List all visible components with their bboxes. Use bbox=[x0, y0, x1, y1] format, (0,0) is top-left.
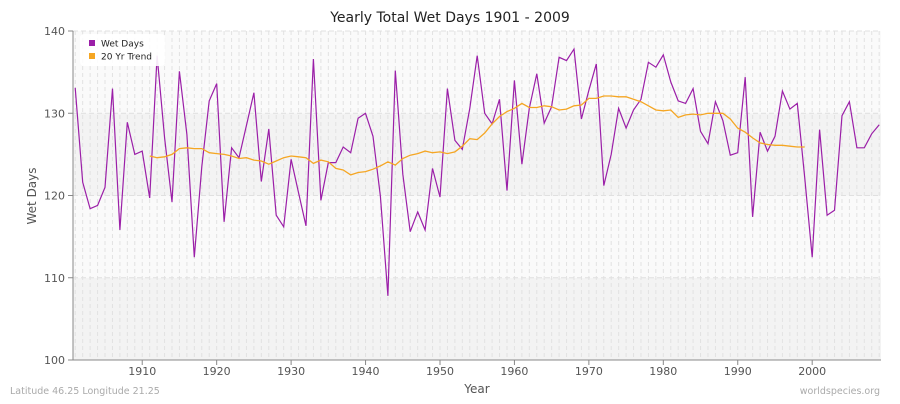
x-tick-label: 1940 bbox=[352, 365, 380, 378]
y-tick-label: 110 bbox=[44, 272, 65, 285]
x-tick-label: 1910 bbox=[128, 365, 156, 378]
legend-label-wet-days: Wet Days bbox=[101, 40, 144, 50]
legend: Wet Days 20 Yr Trend bbox=[80, 34, 165, 66]
legend-box bbox=[80, 34, 165, 66]
legend-swatch-trend bbox=[89, 53, 95, 59]
x-tick-label: 1950 bbox=[426, 365, 454, 378]
wet-days-line bbox=[74, 47, 880, 296]
y-tick-label: 100 bbox=[44, 354, 65, 367]
background-band bbox=[73, 31, 881, 114]
x-tick-label: 1960 bbox=[500, 365, 528, 378]
trend-line bbox=[149, 95, 805, 176]
y-axis-label: Wet Days bbox=[25, 167, 39, 224]
x-tick-label: 1990 bbox=[724, 365, 752, 378]
chart-title: Yearly Total Wet Days 1901 - 2009 bbox=[329, 10, 570, 26]
source-label: worldspecies.org bbox=[800, 386, 880, 397]
location-label: Latitude 46.25 Longitude 21.25 bbox=[10, 386, 160, 397]
x-tick-label: 1920 bbox=[203, 365, 231, 378]
x-tick-label: 1930 bbox=[277, 365, 305, 378]
y-tick-label: 120 bbox=[44, 190, 65, 203]
x-tick-label: 1980 bbox=[649, 365, 677, 378]
legend-label-trend: 20 Yr Trend bbox=[101, 53, 152, 63]
x-axis-label: Year bbox=[463, 382, 489, 396]
x-tick-label: 2000 bbox=[798, 365, 826, 378]
y-tick-label: 130 bbox=[44, 107, 65, 120]
legend-swatch-wet-days bbox=[89, 40, 95, 46]
y-tick-label: 140 bbox=[44, 25, 65, 38]
x-tick-label: 1970 bbox=[575, 365, 603, 378]
